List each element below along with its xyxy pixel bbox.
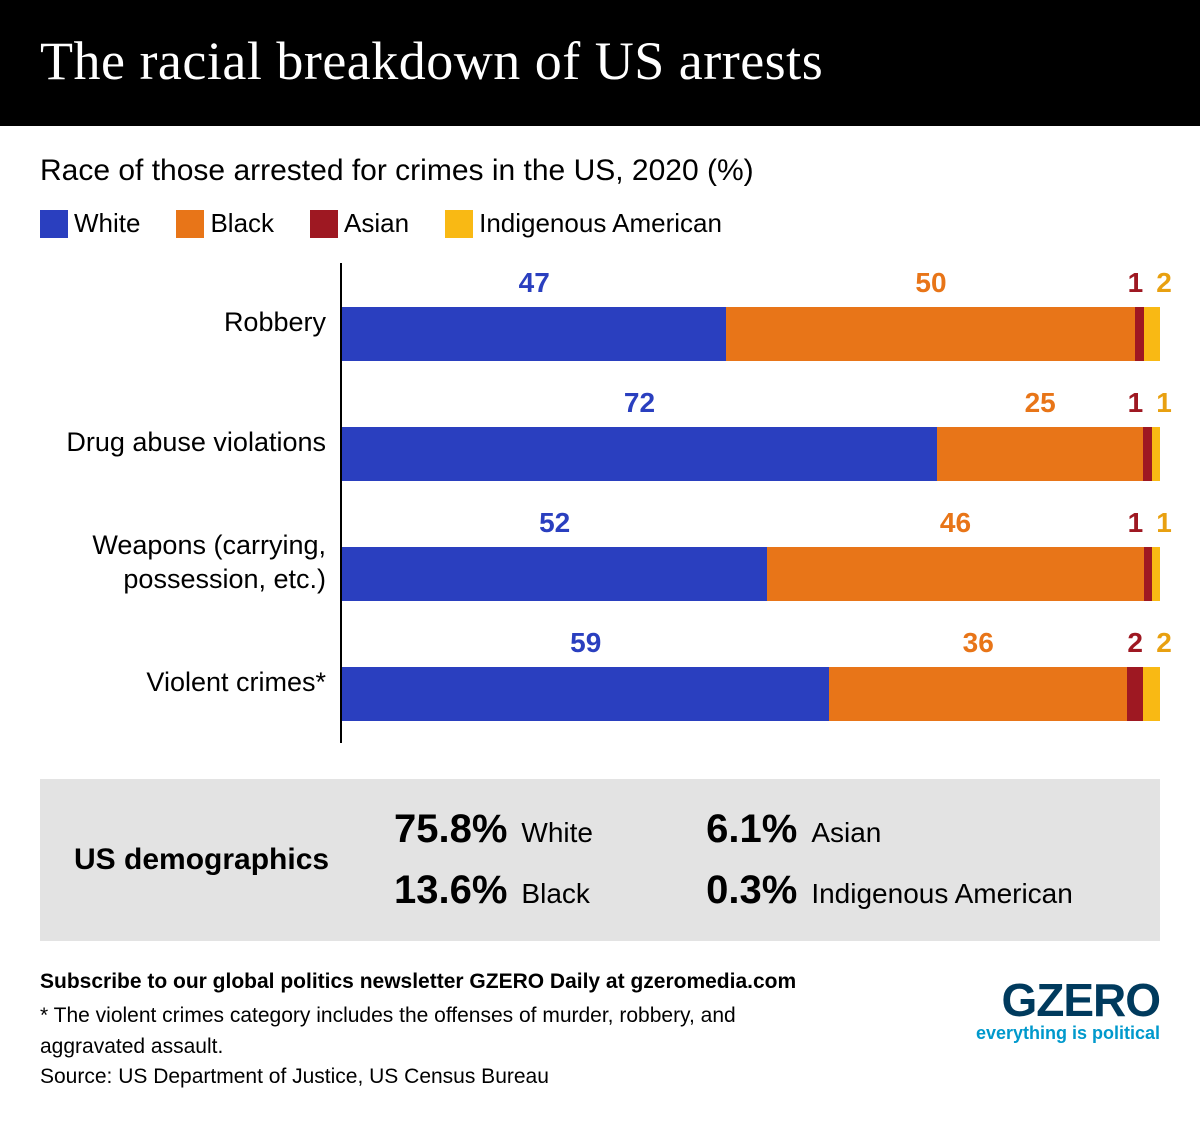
legend-label: White <box>74 208 140 239</box>
value-label: 72 <box>624 387 655 419</box>
bar-segment <box>1143 427 1151 481</box>
demographics-item: 0.3% Indigenous American <box>706 868 1126 913</box>
bar-segment <box>937 427 1144 481</box>
footer: Subscribe to our global politics newslet… <box>40 967 1160 1093</box>
bar-segment <box>342 307 726 361</box>
content-area: Race of those arrested for crimes in the… <box>0 126 1200 1113</box>
category-label: Weapons (carrying, possession, etc.) <box>40 503 326 623</box>
chart-row: 475012 <box>342 263 1160 383</box>
value-labels: 593622 <box>342 627 1160 667</box>
chart-row: 722511 <box>342 383 1160 503</box>
source-text: Source: US Department of Justice, US Cen… <box>40 1062 840 1092</box>
legend-label: Indigenous American <box>479 208 722 239</box>
brand-logo: GZERO everything is political <box>940 967 1160 1044</box>
stacked-bar <box>342 667 1160 721</box>
bar-segment <box>767 547 1143 601</box>
bar-segment <box>1152 547 1160 601</box>
legend-swatch <box>445 210 473 238</box>
demographics-grid: 75.8% White 6.1% Asian 13.6% Black 0.3% Indigen… <box>394 807 1126 913</box>
page-title: The racial breakdown of US arrests <box>40 30 1160 92</box>
legend-swatch <box>176 210 204 238</box>
value-labels: 475012 <box>342 267 1160 307</box>
value-label: 1 <box>1128 387 1144 419</box>
legend-swatch <box>310 210 338 238</box>
chart-subtitle: Race of those arrested for crimes in the… <box>40 154 1160 188</box>
chart-category-labels: RobberyDrug abuse violationsWeapons (car… <box>40 263 340 743</box>
value-label: 59 <box>570 627 601 659</box>
demographics-item: 6.1% Asian <box>706 807 1126 852</box>
value-label: 2 <box>1127 627 1143 659</box>
bar-segment <box>1152 427 1160 481</box>
demographics-item: 75.8% White <box>394 807 646 852</box>
logo-tagline: everything is political <box>940 1023 1160 1044</box>
value-label: 1 <box>1128 267 1144 299</box>
chart-legend: White Black Asian Indigenous American <box>40 208 1160 239</box>
footer-text: Subscribe to our global politics newslet… <box>40 967 840 1093</box>
legend-label: Asian <box>344 208 409 239</box>
category-label: Violent crimes* <box>40 623 326 743</box>
demographics-pct: 13.6% <box>394 868 507 913</box>
demographics-title: US demographics <box>74 843 334 877</box>
category-label: Drug abuse violations <box>40 383 326 503</box>
value-label: 2 <box>1156 627 1172 659</box>
value-label: 36 <box>963 627 994 659</box>
demographics-label: Indigenous American <box>811 878 1073 910</box>
bar-segment <box>1144 547 1152 601</box>
logo-wordmark: GZERO <box>940 973 1160 1027</box>
stacked-bar <box>342 547 1160 601</box>
bar-segment <box>1135 307 1143 361</box>
bar-segment <box>1143 667 1160 721</box>
bar-segment <box>829 667 1126 721</box>
chart-row: 593622 <box>342 623 1160 743</box>
value-label: 1 <box>1128 507 1144 539</box>
chart-row: 524611 <box>342 503 1160 623</box>
legend-swatch <box>40 210 68 238</box>
footnote-text: * The violent crimes category includes t… <box>40 1001 840 1062</box>
bar-segment <box>342 547 767 601</box>
bar-segment <box>726 307 1135 361</box>
demographics-item: 13.6% Black <box>394 868 646 913</box>
value-label: 25 <box>1025 387 1056 419</box>
value-labels: 524611 <box>342 507 1160 547</box>
demographics-pct: 75.8% <box>394 807 507 852</box>
subscribe-text: Subscribe to our global politics newslet… <box>40 967 840 997</box>
value-label: 1 <box>1156 507 1172 539</box>
bar-segment <box>1144 307 1160 361</box>
legend-label: Black <box>210 208 274 239</box>
demographics-pct: 6.1% <box>706 807 797 852</box>
legend-item: Indigenous American <box>445 208 722 239</box>
value-label: 50 <box>915 267 946 299</box>
value-label: 2 <box>1156 267 1172 299</box>
value-labels: 722511 <box>342 387 1160 427</box>
value-label: 1 <box>1156 387 1172 419</box>
category-label: Robbery <box>40 263 326 383</box>
legend-item: Black <box>176 208 274 239</box>
demographics-label: Black <box>521 878 589 910</box>
bar-segment <box>342 667 829 721</box>
value-label: 47 <box>519 267 550 299</box>
stacked-bar-chart: RobberyDrug abuse violationsWeapons (car… <box>40 263 1160 743</box>
demographics-pct: 0.3% <box>706 868 797 913</box>
stacked-bar <box>342 307 1160 361</box>
chart-plot-area: 475012722511524611593622 <box>340 263 1160 743</box>
value-label: 46 <box>940 507 971 539</box>
legend-item: White <box>40 208 140 239</box>
demographics-panel: US demographics 75.8% White 6.1% Asian 13.6%… <box>40 779 1160 941</box>
demographics-label: Asian <box>811 817 881 849</box>
value-label: 52 <box>539 507 570 539</box>
demographics-label: White <box>521 817 593 849</box>
bar-segment <box>1127 667 1144 721</box>
bar-segment <box>342 427 937 481</box>
stacked-bar <box>342 427 1160 481</box>
header-bar: The racial breakdown of US arrests <box>0 0 1200 126</box>
legend-item: Asian <box>310 208 409 239</box>
